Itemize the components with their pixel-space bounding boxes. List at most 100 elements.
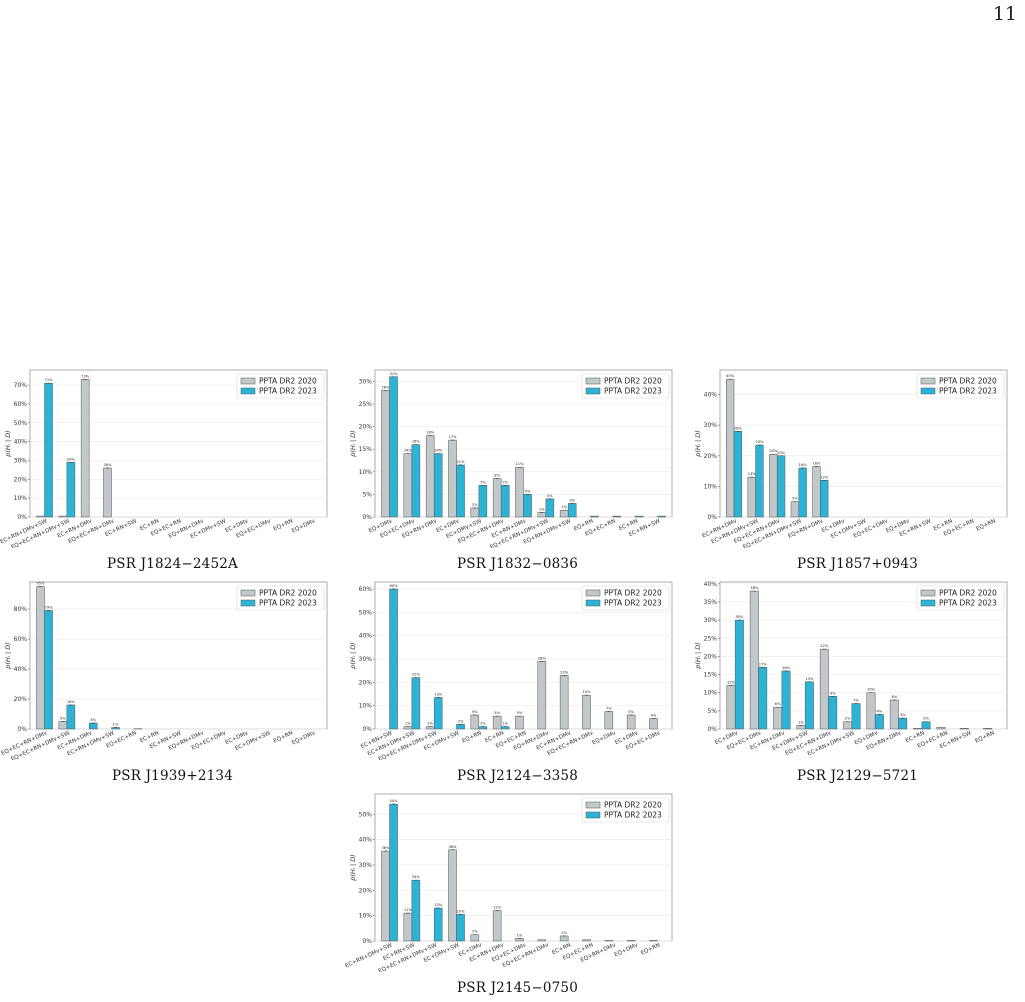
bar — [559, 935, 569, 942]
x-tick-label: EQ+DMv — [614, 942, 640, 958]
bar — [537, 939, 547, 942]
bar — [545, 498, 555, 518]
bar — [634, 515, 644, 518]
bar-chart-j1857: 0%10%20%30%40%p(Hᵢ | D)45%28%EC+RN+DMv13… — [694, 369, 1008, 548]
y-tick-label: 40% — [359, 837, 373, 844]
x-tick-label: EQ+DMv — [291, 730, 317, 746]
bar — [851, 703, 861, 730]
y-axis-label: p(Hᵢ | D) — [349, 642, 357, 670]
bar-value-label: 1% — [113, 723, 119, 727]
bar-value-label: 13% — [805, 677, 814, 681]
bar-value-label: 1% — [405, 722, 411, 726]
y-tick-label: 10% — [14, 495, 28, 502]
bar-value-label: 5% — [60, 717, 66, 721]
bar — [921, 721, 931, 730]
y-tick-label: 0% — [707, 726, 717, 733]
bar-value-label: 30% — [735, 615, 744, 619]
bar-value-label: 22% — [820, 644, 829, 648]
legend-label: PPTA DR2 2023 — [259, 387, 317, 396]
bar-value-label: 13% — [748, 472, 757, 476]
bar-value-label: 36% — [381, 846, 390, 850]
bar — [889, 699, 899, 730]
bar — [567, 503, 577, 518]
bar — [657, 515, 666, 518]
y-tick-label: 30% — [359, 862, 373, 869]
bar-value-label: 28% — [538, 656, 547, 660]
bar — [537, 661, 547, 730]
bar-value-label: 16% — [799, 463, 808, 467]
bar — [726, 378, 735, 518]
bar — [515, 466, 524, 518]
bar — [804, 681, 814, 730]
bar-value-label: 5% — [628, 710, 634, 714]
bar-value-label: 20% — [777, 451, 786, 455]
y-tick-label: 20% — [359, 887, 373, 894]
chart-title-j2145: PSR J2145−0750 — [456, 980, 579, 996]
bar — [103, 467, 112, 518]
legend-swatch — [920, 589, 936, 597]
y-tick-label: 35% — [704, 599, 718, 606]
legend-swatch — [240, 599, 256, 607]
legend-swatch — [920, 599, 936, 607]
bar — [612, 515, 622, 518]
bar — [582, 694, 591, 730]
bar-value-label: 95% — [36, 582, 45, 586]
bar — [36, 586, 45, 730]
bar — [936, 726, 946, 730]
legend-label: PPTA DR2 2020 — [604, 377, 662, 386]
bar — [478, 726, 488, 730]
y-tick-label: 10% — [359, 469, 373, 476]
y-tick-label: 10% — [704, 483, 718, 490]
legend-swatch — [920, 387, 936, 395]
bar — [88, 722, 98, 730]
bar — [590, 515, 599, 518]
y-tick-label: 10% — [359, 703, 373, 710]
bar — [828, 696, 838, 730]
bar-value-label: 12% — [727, 680, 736, 684]
bar — [411, 879, 421, 942]
y-tick-label: 0% — [17, 726, 27, 733]
bar — [500, 726, 510, 730]
y-tick-label: 60% — [359, 586, 373, 593]
bar — [36, 515, 45, 518]
bar — [959, 728, 969, 730]
legend-swatch — [585, 801, 601, 809]
chart-panel-j1857: 0% 10% 20% 30% 40% p(Hᵢ | D) 45% 28% EC+RN+DMv 13… — [690, 368, 1025, 572]
y-axis-label: p(Hᵢ | D) — [4, 642, 12, 670]
y-tick-label: 40% — [14, 666, 28, 673]
bar — [425, 435, 435, 518]
bar-value-label: 31% — [390, 372, 399, 376]
bar-value-label: 14% — [404, 449, 413, 453]
legend-swatch — [585, 599, 601, 607]
chart-panel-j2129: 0% 5% 10% 15% 20% 25% 30% 35% 40% p(Hᵢ | D) 12% 30%… — [690, 580, 1025, 784]
bar — [769, 453, 778, 518]
legend-swatch — [240, 377, 256, 385]
x-tick-label: EQ+RN — [974, 730, 995, 744]
chart-panel-j2124: 0% 10% 20% 30% 40% 50% 60% p(Hᵢ | D) 60% EC+RN+SW… — [345, 580, 690, 784]
bar — [626, 940, 636, 942]
bar-value-label: 1% — [798, 720, 804, 724]
bar-value-label: 8% — [494, 474, 500, 478]
y-tick-label: 0% — [362, 726, 372, 733]
bar — [843, 721, 853, 730]
legend-box — [236, 585, 325, 611]
bar — [649, 718, 658, 730]
bar — [66, 462, 76, 518]
legend-box — [581, 585, 670, 611]
y-tick-label: 30% — [704, 422, 718, 429]
legend-label: PPTA DR2 2023 — [604, 599, 662, 608]
bar-value-label: 17% — [448, 435, 457, 439]
bar — [559, 509, 569, 518]
bar-value-label: 3% — [569, 498, 575, 502]
bar-value-label: 5% — [494, 711, 500, 715]
y-tick-label: 20% — [14, 476, 28, 483]
legend-box — [581, 797, 670, 823]
bar — [478, 485, 488, 518]
y-tick-label: 30% — [359, 656, 373, 663]
bar — [403, 453, 413, 518]
bar — [456, 724, 465, 730]
bar — [582, 939, 591, 942]
y-tick-label: 40% — [359, 633, 373, 640]
bar-value-label: 5% — [525, 489, 531, 493]
bar-value-label: 4% — [877, 709, 883, 713]
